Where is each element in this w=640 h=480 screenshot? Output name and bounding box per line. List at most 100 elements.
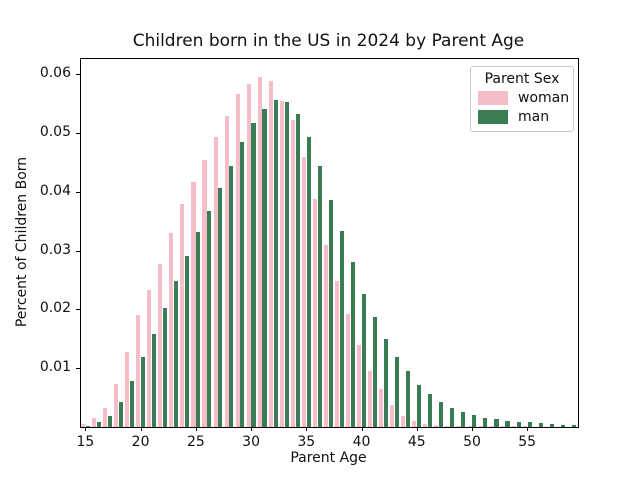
bar-woman-45 [412,421,417,427]
bar-man-30 [251,123,256,427]
bar-woman-53 [500,426,505,427]
bar-man-54 [516,421,521,427]
bar-man-17 [107,415,112,427]
x-tick-label-55: 55 [518,434,537,450]
bar-man-51 [483,418,488,427]
bar-woman-54 [511,426,516,427]
bar-man-46 [428,393,433,427]
bar-man-22 [163,308,168,427]
bar-woman-16 [92,418,97,427]
man-color-swatch-icon [478,110,508,124]
bar-woman-20 [136,315,141,427]
bar-man-29 [240,141,245,427]
bar-woman-17 [103,407,108,427]
bar-man-34 [295,113,300,427]
bar-man-16 [96,422,101,427]
woman-color-swatch-icon [478,91,508,105]
y-tick-label-0.04: 0.04 [39,182,71,199]
legend-label-man: man [518,109,550,125]
bar-man-50 [472,414,477,427]
bar-woman-28 [224,116,229,427]
bar-man-32 [273,100,278,427]
bar-man-45 [417,384,422,427]
bar-man-26 [207,211,212,427]
bar-man-18 [118,402,124,427]
x-tick-label-40: 40 [352,434,371,450]
bar-woman-27 [213,136,218,427]
x-tick-15 [85,427,87,431]
bar-man-33 [284,101,289,427]
bar-man-53 [505,420,510,427]
bar-woman-23 [169,233,174,427]
bar-woman-55 [522,426,527,427]
y-tick-0.02 [76,309,80,311]
bar-woman-22 [158,263,163,427]
x-tick-55 [527,427,529,431]
bar-woman-32 [268,80,273,427]
bar-man-15 [85,425,90,427]
bar-man-47 [439,402,444,427]
y-tick-0.01 [76,368,80,370]
bar-man-25 [196,232,201,427]
bar-woman-31 [257,76,262,427]
plot-area: Parent Sex woman man 15 20 25 30 35 40 45 50 55 0… [40,58,579,450]
bar-man-36 [317,166,322,427]
bar-man-49 [461,412,466,427]
y-tick-label-0.06: 0.06 [39,65,71,82]
bar-woman-19 [125,351,130,427]
bar-woman-49 [456,425,461,427]
y-tick-label-0.01: 0.01 [39,359,71,376]
bar-woman-36 [312,198,318,427]
bar-woman-43 [390,404,395,427]
bar-man-56 [538,422,543,427]
bar-man-52 [494,419,499,427]
bar-woman-33 [279,100,284,427]
bar-man-40 [361,293,366,427]
bar-woman-24 [180,203,185,427]
bar-woman-50 [467,426,472,427]
y-tick-label-0.05: 0.05 [39,124,71,141]
x-tick-20 [140,427,142,431]
x-tick-25 [195,427,197,431]
bar-man-35 [306,137,311,427]
bar-woman-15 [80,423,86,427]
x-tick-label-45: 45 [407,434,426,450]
legend-title: Parent Sex [484,71,560,87]
x-tick-label-20: 20 [131,434,150,450]
bar-woman-39 [346,314,351,427]
y-tick-label-0.03: 0.03 [39,241,71,258]
x-tick-40 [361,427,363,431]
bar-woman-34 [290,120,295,427]
bar-man-28 [229,166,234,427]
bar-man-19 [129,380,135,427]
bar-man-24 [185,255,190,427]
x-tick-45 [416,427,418,431]
bar-man-44 [406,370,411,427]
bar-man-21 [152,334,157,427]
legend-label-woman: woman [518,90,570,106]
chart-title: Children born in the US in 2024 by Paren… [132,31,525,51]
y-tick-0.05 [76,133,80,135]
y-tick-label-0.02: 0.02 [39,300,71,317]
bar-man-59 [571,424,576,427]
bar-woman-37 [323,245,329,427]
bar-man-48 [450,407,455,427]
bar-man-39 [350,262,355,427]
y-tick-0.06 [76,74,80,76]
bar-man-43 [395,356,400,427]
bar-woman-30 [246,84,251,427]
bar-man-41 [372,316,378,427]
bar-woman-52 [489,426,494,427]
bar-woman-26 [202,160,207,427]
y-tick-0.03 [76,250,80,252]
bar-woman-41 [368,370,373,427]
bar-woman-42 [379,389,384,427]
bar-man-57 [549,424,554,427]
x-axis-label: Parent Age [290,450,367,466]
bar-man-23 [174,281,179,427]
x-tick-50 [472,427,473,431]
bar-man-38 [339,231,344,427]
bar-woman-44 [401,415,406,427]
bar-man-55 [527,422,532,427]
